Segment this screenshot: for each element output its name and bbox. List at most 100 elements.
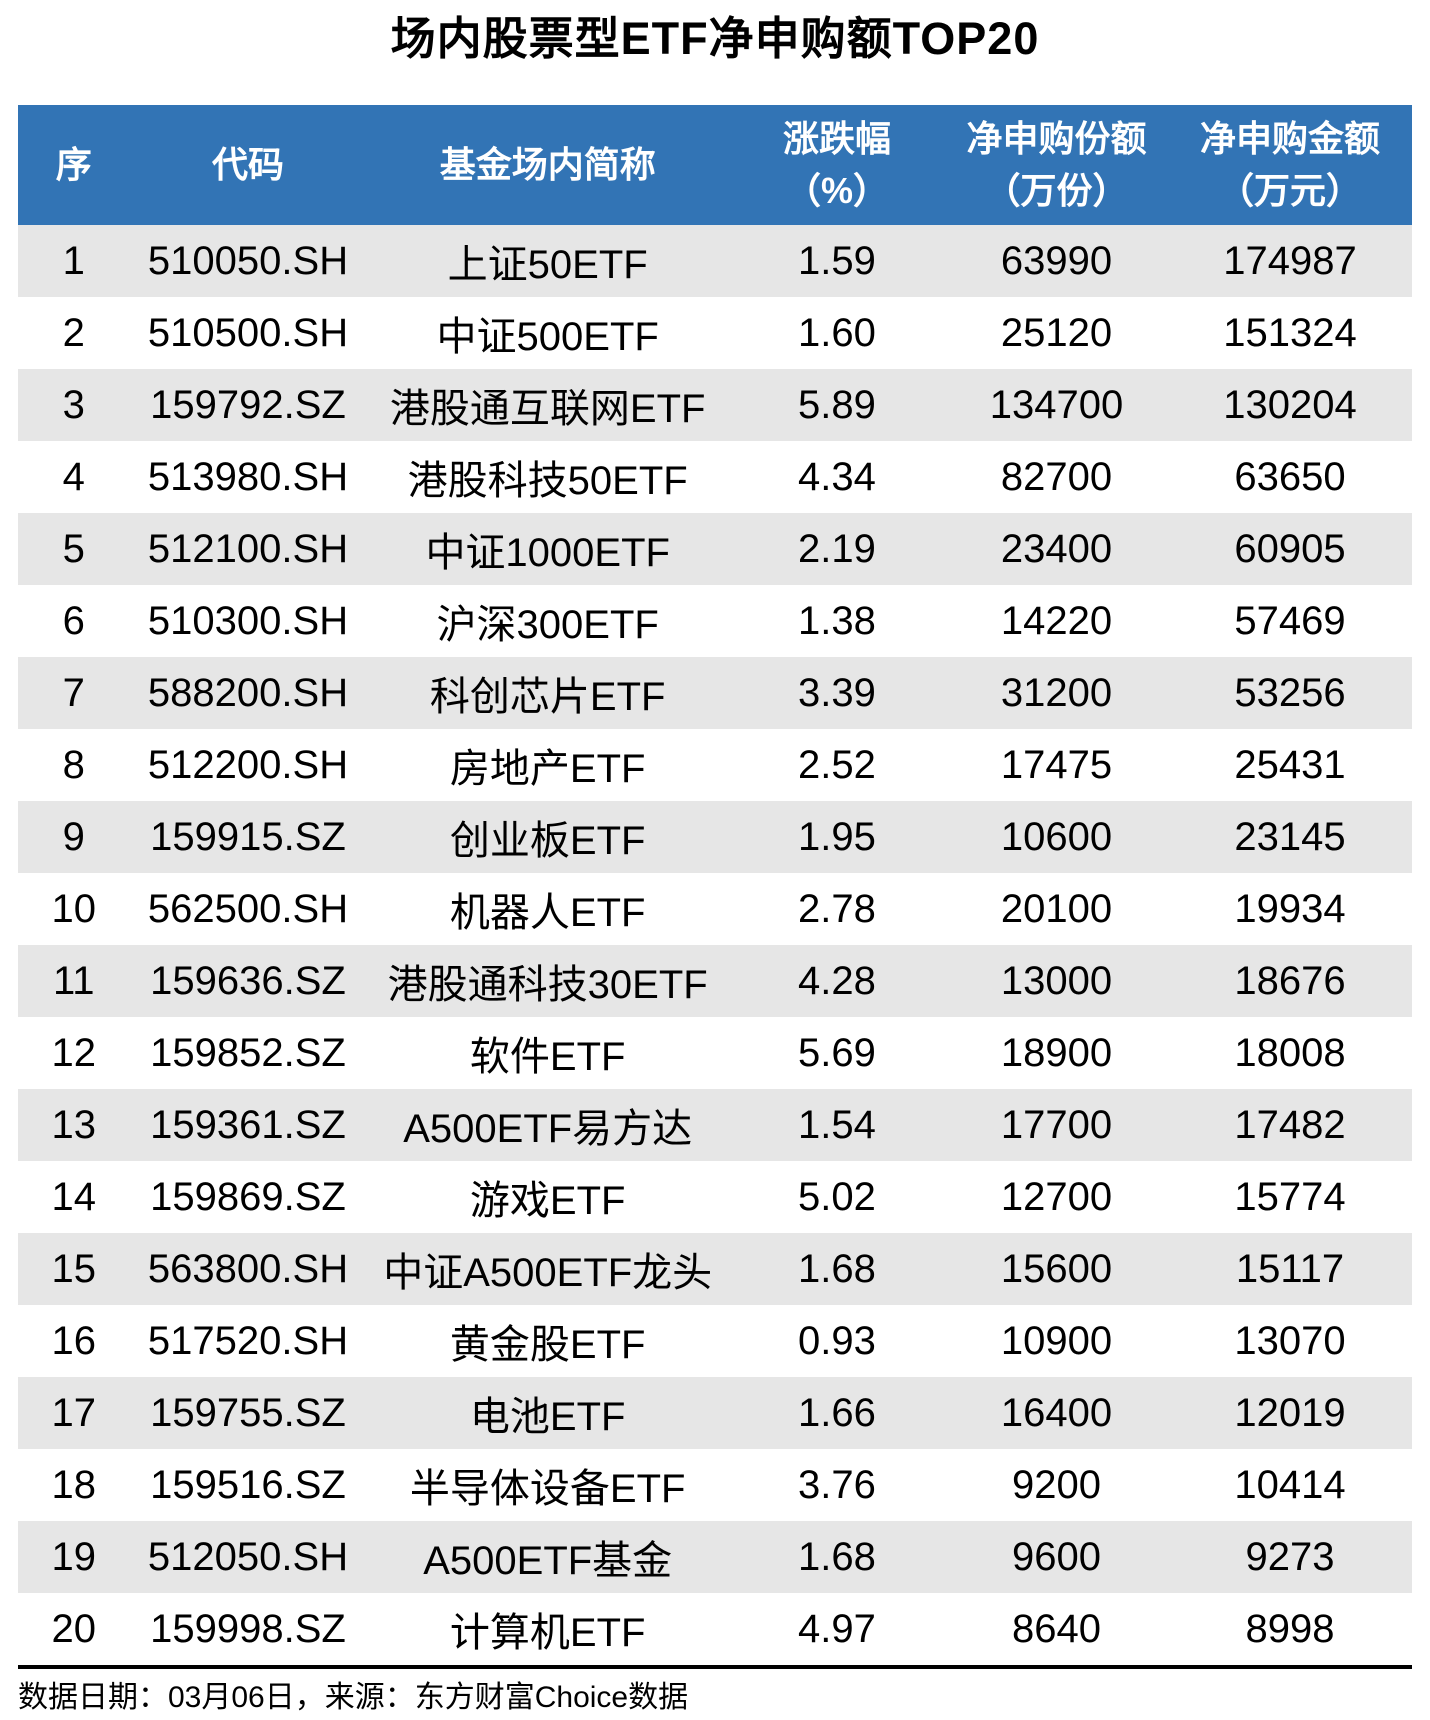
cell-code: 159869.SZ: [150, 1174, 346, 1219]
cell-code: 510500.SH: [147, 310, 349, 355]
column-header-net-amount: 净申购金额 （万元）: [1168, 105, 1412, 225]
cell-code: 159998.SZ: [150, 1606, 346, 1651]
column-header-fund-name: 基金场内简称: [366, 105, 729, 225]
cell-fund-name: 软件ETF: [469, 1035, 626, 1079]
cell-change-pct: 5.89: [728, 369, 945, 441]
cell-rank: 9: [18, 801, 130, 873]
cell-code: 588200.SH: [129, 657, 367, 729]
cell-change-pct: 1.60: [798, 310, 876, 355]
cell-net-shares: 9200: [1012, 1462, 1101, 1507]
table-row: 6 510300.SH 沪深300ETF 1.38 14220 57469: [18, 585, 1412, 657]
cell-net-shares: 10600: [944, 801, 1169, 873]
cell-fund-name: 科创芯片ETF: [366, 657, 729, 729]
cell-fund-name: 黄金股ETF: [449, 1323, 646, 1367]
table-row: 5 512100.SH 中证1000ETF 2.19 23400 60905: [18, 513, 1412, 585]
cell-rank: 13: [18, 1089, 130, 1161]
etf-net-subscription-table: 序 代码 基金场内简称 涨跌幅 （%） 净申购份额 （万份）: [18, 105, 1412, 1665]
column-header-code: 代码: [129, 105, 367, 225]
cell-change-pct: 5.69: [798, 1030, 876, 1075]
cell-fund-name: A500ETF基金: [366, 1521, 729, 1593]
cell-net-amount: 15774: [1234, 1174, 1346, 1219]
cell-net-amount: 151324: [1223, 310, 1357, 355]
column-header-rank: 序: [18, 105, 130, 225]
column-header-net-shares: 净申购份额 （万份）: [944, 105, 1169, 225]
cell-fund-name: 中证A500ETF龙头: [366, 1233, 729, 1305]
cell-net-amount: 10414: [1234, 1462, 1346, 1507]
cell-change-pct: 3.76: [798, 1462, 876, 1507]
cell-code: 159792.SZ: [129, 369, 367, 441]
cell-net-amount: 174987: [1168, 225, 1412, 297]
cell-net-shares: 17475: [1000, 742, 1113, 787]
table-row: 1 510050.SH 上证50ETF 1.59 63990 174987: [18, 225, 1412, 297]
cell-rank: 10: [51, 886, 97, 931]
cell-rank: 4: [62, 454, 85, 499]
table-row: 20 159998.SZ 计算机ETF 4.97 8640 8998: [18, 1593, 1412, 1665]
cell-change-pct: 1.54: [728, 1089, 945, 1161]
column-header-fund-name-label: 基金场内简称: [439, 144, 656, 185]
cell-net-shares: 15600: [944, 1233, 1169, 1305]
cell-fund-name: 港股通互联网ETF: [366, 369, 729, 441]
column-header-change-pct: 涨跌幅 （%）: [728, 105, 945, 225]
cell-code: 159915.SZ: [129, 801, 367, 873]
cell-code: 512050.SH: [129, 1521, 367, 1593]
cell-rank: 11: [18, 945, 130, 1017]
cell-fund-name: 房地产ETF: [449, 747, 646, 791]
cell-code: 159516.SZ: [150, 1462, 346, 1507]
table-header-row: 序 代码 基金场内简称 涨跌幅 （%） 净申购份额 （万份）: [18, 105, 1412, 225]
cell-net-amount: 63650: [1234, 454, 1346, 499]
cell-net-shares: 134700: [944, 369, 1169, 441]
cell-rank: 12: [51, 1030, 97, 1075]
cell-fund-name: 上证50ETF: [366, 225, 729, 297]
cell-fund-name: A500ETF易方达: [366, 1089, 729, 1161]
cell-fund-name: 电池ETF: [366, 1377, 729, 1449]
cell-rank: 18: [51, 1462, 97, 1507]
cell-rank: 3: [18, 369, 130, 441]
cell-net-amount: 19934: [1234, 886, 1346, 931]
cell-net-shares: 12700: [1000, 1174, 1113, 1219]
cell-code: 159361.SZ: [129, 1089, 367, 1161]
column-header-net-shares-line1: 净申购份额: [966, 118, 1147, 159]
column-header-code-label: 代码: [211, 144, 284, 185]
cell-code: 510050.SH: [129, 225, 367, 297]
cell-code: 512200.SH: [147, 742, 349, 787]
cell-net-shares: 23400: [944, 513, 1169, 585]
table-row: 8 512200.SH 房地产ETF 2.52 17475 25431: [18, 729, 1412, 801]
cell-net-shares: 13000: [944, 945, 1169, 1017]
cell-rank: 14: [51, 1174, 97, 1219]
table-row: 9 159915.SZ 创业板ETF 1.95 10600 23145: [18, 801, 1412, 873]
table-row: 13 159361.SZ A500ETF易方达 1.54 17700 17482: [18, 1089, 1412, 1161]
cell-code: 563800.SH: [129, 1233, 367, 1305]
cell-fund-name: 港股科技50ETF: [407, 459, 688, 503]
cell-net-amount: 18008: [1234, 1030, 1346, 1075]
cell-change-pct: 1.95: [728, 801, 945, 873]
cell-change-pct: 4.34: [798, 454, 876, 499]
cell-rank: 15: [18, 1233, 130, 1305]
table-row: 18 159516.SZ 半导体设备ETF 3.76 9200 10414: [18, 1449, 1412, 1521]
cell-net-shares: 9600: [944, 1521, 1169, 1593]
cell-rank: 6: [62, 598, 85, 643]
cell-net-shares: 25120: [1000, 310, 1113, 355]
cell-code: 159755.SZ: [129, 1377, 367, 1449]
cell-net-amount: 53256: [1168, 657, 1412, 729]
cell-rank: 17: [18, 1377, 130, 1449]
table-row: 16 517520.SH 黄金股ETF 0.93 10900 13070: [18, 1305, 1412, 1377]
table-row: 12 159852.SZ 软件ETF 5.69 18900 18008: [18, 1017, 1412, 1089]
cell-net-amount: 60905: [1168, 513, 1412, 585]
cell-net-amount: 8998: [1245, 1606, 1335, 1651]
cell-change-pct: 3.39: [728, 657, 945, 729]
table-row: 4 513980.SH 港股科技50ETF 4.34 82700 63650: [18, 441, 1412, 513]
cell-change-pct: 1.66: [728, 1377, 945, 1449]
cell-net-amount: 9273: [1168, 1521, 1412, 1593]
cell-fund-name: 半导体设备ETF: [409, 1467, 686, 1511]
cell-change-pct: 4.97: [798, 1606, 876, 1651]
cell-fund-name: 港股通科技30ETF: [366, 945, 729, 1017]
cell-fund-name: 创业板ETF: [366, 801, 729, 873]
cell-change-pct: 2.52: [798, 742, 876, 787]
cell-net-shares: 8640: [1012, 1606, 1101, 1651]
cell-net-amount: 57469: [1234, 598, 1346, 643]
column-header-change-line1: 涨跌幅: [782, 118, 891, 159]
column-header-rank-label: 序: [55, 144, 92, 185]
cell-code: 562500.SH: [147, 886, 349, 931]
cell-rank: 19: [18, 1521, 130, 1593]
